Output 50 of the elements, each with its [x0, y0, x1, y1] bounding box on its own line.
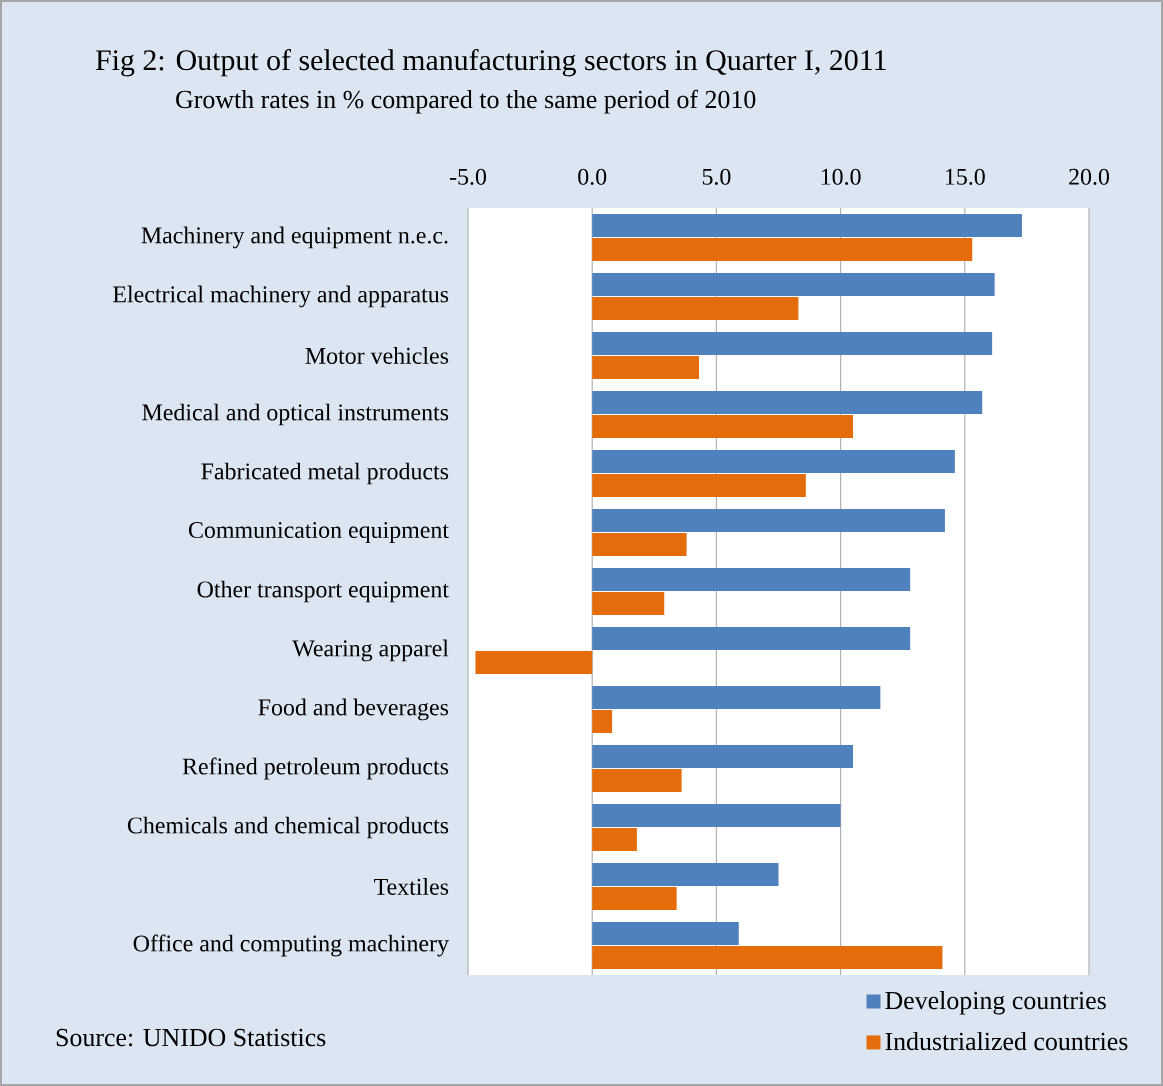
bar: [592, 945, 943, 969]
bar: [592, 685, 881, 709]
bar: [592, 626, 911, 650]
y-tick-label: Chemicals and chemical products: [127, 816, 449, 839]
bar: [592, 390, 983, 414]
bar: [592, 921, 739, 945]
y-tick-label: Motor vehicles: [305, 347, 449, 364]
bar: [592, 237, 973, 261]
x-tick-label: 10.0: [821, 168, 861, 185]
chart-subtitle: Growth rates in % compared to the same period of 2010: [176, 89, 756, 114]
bar: [592, 803, 841, 827]
bar: [592, 272, 995, 296]
y-tick-label: Textiles: [374, 878, 449, 895]
bar: [592, 355, 700, 379]
x-tick-label: 5.0: [702, 168, 731, 185]
bar: [592, 709, 613, 733]
legend-label: Developing countries: [885, 991, 1106, 1015]
legend-label: Industrialized countries: [885, 1031, 1128, 1051]
bar: [592, 296, 799, 320]
y-tick-label: Medical and optical instruments: [142, 403, 449, 426]
x-tick-label: -5.0: [449, 168, 487, 185]
y-tick-label: Refined petroleum products: [182, 757, 449, 780]
bar: [592, 744, 854, 768]
y-tick-label: Electrical machinery and apparatus: [113, 285, 449, 308]
bar: [592, 449, 955, 473]
bar: [592, 508, 945, 532]
x-tick-label: 20.0: [1069, 168, 1110, 185]
y-tick-label: Machinery and equipment n.e.c.: [141, 226, 448, 249]
bar: [592, 414, 854, 438]
y-tick-label: Communication equipment: [188, 522, 449, 543]
bar: [475, 650, 593, 674]
bar: [592, 532, 687, 556]
y-tick-label: Fabricated metal products: [201, 462, 449, 485]
bar: [592, 591, 665, 615]
y-tick-label: Food and beverages: [258, 698, 449, 721]
y-tick-label: Wearing apparel: [292, 639, 449, 662]
y-tick-label: Office and computing machinery: [133, 934, 449, 957]
bar: [592, 862, 779, 886]
bar: [592, 331, 993, 355]
source-note: Source: UNIDO Statistics: [56, 1028, 326, 1047]
bar: [592, 213, 1022, 237]
bar: [592, 827, 637, 851]
bar: [592, 768, 682, 792]
chart-title: Fig 2: Output of selected manufacturing sectors in Quarter I, 2011: [95, 48, 886, 77]
y-tick-label: Other transport equipment: [197, 580, 449, 603]
bar: [592, 886, 677, 910]
bar: [592, 567, 911, 591]
bar: [592, 473, 806, 497]
x-tick-label: 0.0: [578, 168, 607, 185]
x-tick-label: 15.0: [945, 168, 985, 185]
